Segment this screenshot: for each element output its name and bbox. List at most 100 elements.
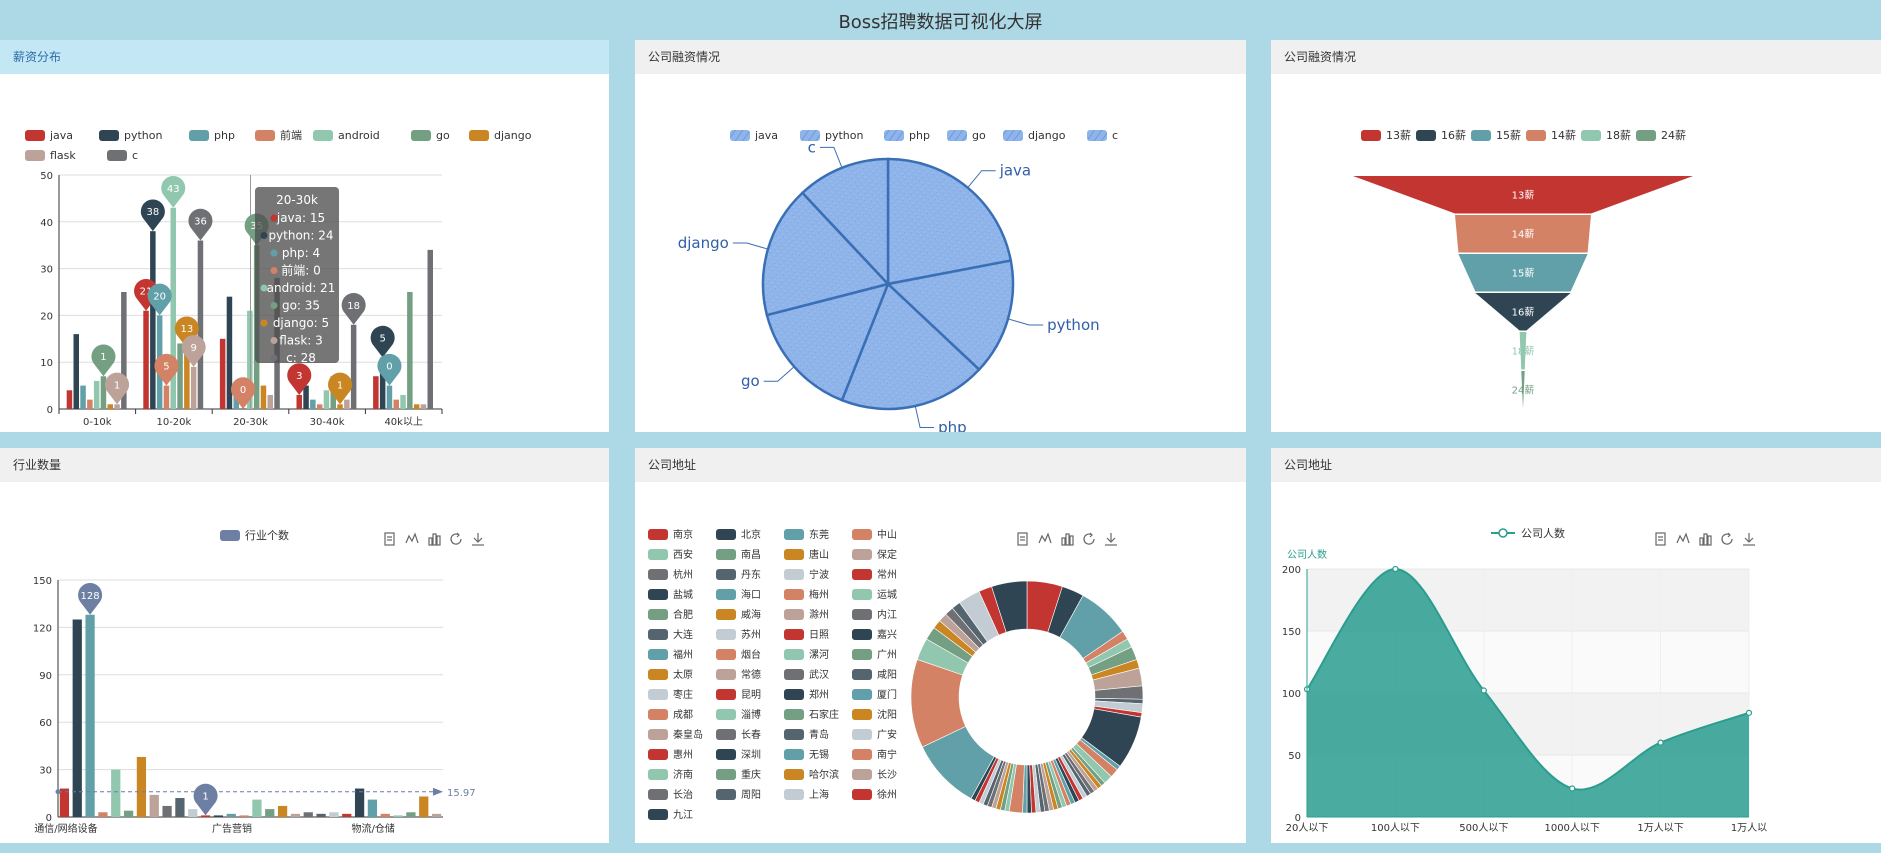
bar: [121, 292, 127, 409]
label-line: [914, 405, 935, 428]
restore-icon[interactable]: [450, 532, 462, 545]
bar: [213, 815, 224, 817]
legend-label: 唐山: [809, 548, 829, 561]
marker-label: 21: [140, 287, 153, 298]
legend-swatch: [1003, 130, 1023, 141]
save-image-icon[interactable]: [1105, 533, 1117, 546]
salary-panel: 薪资分布 java python php 前端 android go django flask…: [0, 40, 609, 432]
legend-swatch: [784, 549, 804, 560]
line-switch-icon[interactable]: [1676, 532, 1690, 544]
legend-label: 大连: [673, 628, 693, 641]
legend-label: 广州: [877, 649, 897, 661]
restore-icon[interactable]: [1721, 532, 1733, 545]
legend-swatch: [716, 689, 736, 700]
bar: [407, 292, 413, 409]
legend-swatch: [716, 709, 736, 720]
marker-label: 0: [240, 385, 246, 396]
bar: [400, 394, 406, 409]
legend-swatch: [313, 130, 333, 141]
legend-swatch: [220, 530, 240, 541]
marker-pin: [78, 583, 103, 615]
data-view-icon[interactable]: [1655, 532, 1666, 546]
bar: [323, 390, 330, 409]
marker-label: 9: [190, 343, 196, 354]
restore-icon[interactable]: [1083, 532, 1095, 545]
legend-label: 南昌: [741, 548, 761, 561]
marker-pin: [91, 344, 116, 377]
y-tick-label: 30: [39, 766, 52, 777]
x-tick-label: 20人以下: [1286, 822, 1329, 834]
x-tick-label: 通信/网络设备: [34, 822, 97, 835]
bar: [66, 390, 73, 409]
data-view-icon[interactable]: [384, 532, 395, 546]
bar: [379, 357, 386, 409]
marker-label: 38: [146, 207, 159, 218]
legend-swatch: [648, 549, 668, 560]
bar: [170, 207, 176, 409]
label-line: [763, 366, 795, 382]
pie-slice: [761, 191, 891, 317]
legend-swatch: [1361, 130, 1381, 141]
legend-label: 南京: [673, 528, 693, 541]
legend-swatch: [852, 729, 872, 740]
save-image-icon[interactable]: [472, 533, 484, 546]
legend-label: 中山: [877, 528, 897, 541]
tooltip-dot: [270, 337, 278, 344]
y-tick-label: 60: [39, 718, 52, 729]
x-tick-label: 20-30k: [233, 417, 268, 428]
legend-label: 漯河: [809, 649, 829, 661]
save-image-icon[interactable]: [1743, 533, 1755, 546]
icon-shape: [384, 532, 395, 546]
legend-label: 西安: [673, 548, 693, 561]
bar: [111, 769, 121, 817]
line-switch-icon[interactable]: [1038, 532, 1052, 544]
funnel-segment: [1475, 293, 1571, 331]
bar-switch-icon[interactable]: [1061, 533, 1074, 546]
bar: [419, 796, 429, 817]
legend-label: 福州: [673, 648, 693, 661]
toolbox: [384, 532, 484, 546]
legend-label: 枣庄: [673, 688, 693, 701]
x-tick-label: 30-40k: [310, 417, 345, 428]
legend-swatch: [716, 729, 736, 740]
data-marker: 0: [231, 377, 256, 409]
funnel-segment: [1455, 215, 1591, 253]
bar-switch-icon[interactable]: [1699, 533, 1712, 546]
bar: [188, 809, 198, 817]
legend-swatch: [1416, 130, 1436, 141]
legend-swatch: [648, 729, 668, 740]
legend-label: 苏州: [741, 628, 761, 641]
legend-swatch: [784, 789, 804, 800]
legend-label: 日照: [809, 629, 829, 641]
bar: [80, 385, 86, 409]
legend-label: 宁波: [809, 568, 829, 581]
data-view-icon[interactable]: [1017, 532, 1028, 546]
legend-swatch: [648, 789, 668, 800]
bar: [252, 799, 262, 817]
scale-panel: 公司地址 公司人数 公司人数 0 50 100 150 200 20人以下 100人以下 500人…: [1271, 448, 1881, 843]
bar: [420, 404, 427, 409]
data-marker: 9: [181, 335, 206, 367]
legend-label: 惠州: [673, 748, 693, 761]
tooltip-line: 前端: 0: [281, 263, 321, 278]
bar-switch-icon[interactable]: [428, 533, 441, 546]
line-switch-icon[interactable]: [405, 532, 419, 544]
funnel-label: 18薪: [1512, 346, 1535, 358]
legend-label: 咸阳: [877, 669, 897, 681]
legend-swatch: [784, 769, 804, 780]
legend-label: 北京: [741, 528, 761, 541]
y-tick-label: 0: [46, 813, 52, 824]
marker-label: 5: [379, 334, 385, 345]
bar: [247, 310, 253, 409]
legend-label: 前端: [280, 128, 302, 142]
industry-panel-title: 行业数量: [0, 448, 609, 482]
legend-dot: [1498, 528, 1508, 538]
legend-label: 滁州: [809, 608, 829, 621]
legend-label: python: [124, 129, 163, 142]
bar: [290, 813, 301, 817]
icon-shape: [1744, 537, 1754, 543]
data-marker: 5: [370, 325, 395, 358]
